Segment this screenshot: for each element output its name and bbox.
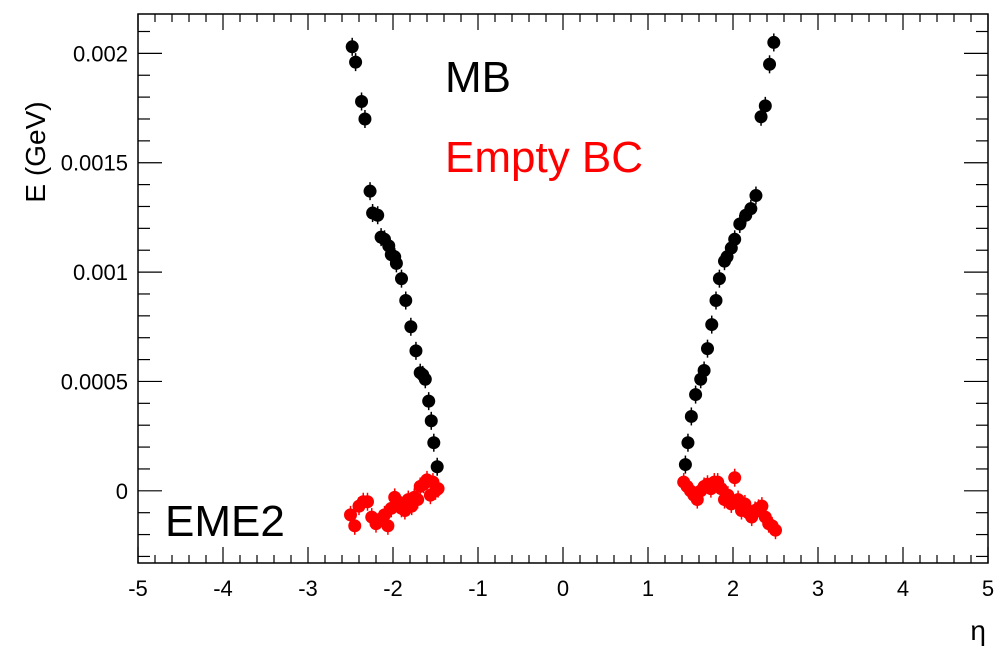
- mb-data-point: [701, 342, 714, 356]
- data-points: [344, 33, 782, 540]
- mb-data-point: [358, 112, 372, 126]
- x-tick-label: -5: [128, 576, 148, 601]
- mb-data-point: [409, 344, 423, 358]
- x-tick-label: -1: [468, 576, 488, 601]
- mb-data-point: [404, 320, 418, 334]
- axis-ticks: -5 -4 -3 -2 -1 0 1 2 3 4 5 0 0.0005 0.001 0.0015 0.002: [61, 14, 994, 601]
- mb-data-point: [355, 94, 369, 108]
- mb-data-point: [371, 208, 385, 222]
- mb-data-point: [345, 40, 359, 54]
- mb-data-point: [684, 409, 698, 423]
- x-tick-label: 0: [557, 576, 569, 601]
- mb-data-point: [749, 189, 763, 203]
- empty-bc-data-point: [381, 519, 395, 533]
- legend-entry-empty-bc: Empty BC: [445, 133, 643, 182]
- mb-data-point: [395, 272, 408, 286]
- mb-data-point: [430, 460, 444, 474]
- empty-bc-data-point: [348, 519, 362, 533]
- mb-data-point: [709, 294, 723, 308]
- mb-data-point: [744, 202, 758, 216]
- mb-data-point: [754, 110, 768, 124]
- mb-data-point: [424, 414, 438, 428]
- legend-entry-mb: MB: [445, 53, 511, 102]
- plot-frame: [137, 13, 989, 564]
- x-axis-title: η: [970, 615, 986, 646]
- x-tick-label: -3: [298, 576, 318, 601]
- mb-data-point: [728, 232, 742, 246]
- y-tick-label: 0.002: [73, 41, 128, 66]
- mb-data-point: [363, 184, 377, 198]
- mb-data-point: [705, 318, 719, 332]
- mb-data-point: [763, 57, 777, 71]
- y-tick-label: 0.0015: [61, 151, 128, 176]
- empty-bc-data-point: [728, 471, 742, 485]
- y-tick-label: 0.0005: [61, 369, 128, 394]
- x-tick-label: -4: [213, 576, 233, 601]
- mb-data-point: [422, 394, 436, 408]
- mb-data-point: [418, 372, 432, 386]
- mb-data-point: [689, 388, 703, 402]
- x-tick-label: -2: [383, 576, 403, 601]
- mb-data-point: [758, 99, 772, 113]
- empty-bc-data-point: [361, 495, 374, 509]
- mb-data-point: [681, 436, 695, 450]
- mb-data-point: [697, 364, 711, 378]
- x-tick-label: 2: [727, 576, 739, 601]
- empty-bc-data-point: [431, 482, 445, 496]
- x-tick-label: 3: [812, 576, 824, 601]
- panel-label: EME2: [165, 497, 285, 546]
- mb-data-point: [389, 256, 403, 270]
- mb-data-point: [399, 294, 413, 308]
- mb-data-point: [678, 458, 692, 472]
- x-tick-label: 5: [982, 576, 994, 601]
- empty-bc-data-point: [411, 493, 425, 507]
- empty-bc-data-point: [769, 523, 782, 537]
- mb-data-point: [427, 436, 441, 450]
- y-tick-label: 0.001: [73, 260, 128, 285]
- mb-data-point: [712, 272, 726, 286]
- x-tick-label: 1: [642, 576, 654, 601]
- mb-data-point: [767, 35, 781, 49]
- y-axis-title: E (GeV): [20, 101, 51, 202]
- x-tick-label: 4: [897, 576, 909, 601]
- empty-bc-data-point: [344, 508, 357, 522]
- mb-data-point: [349, 55, 363, 69]
- y-tick-label: 0: [116, 479, 128, 504]
